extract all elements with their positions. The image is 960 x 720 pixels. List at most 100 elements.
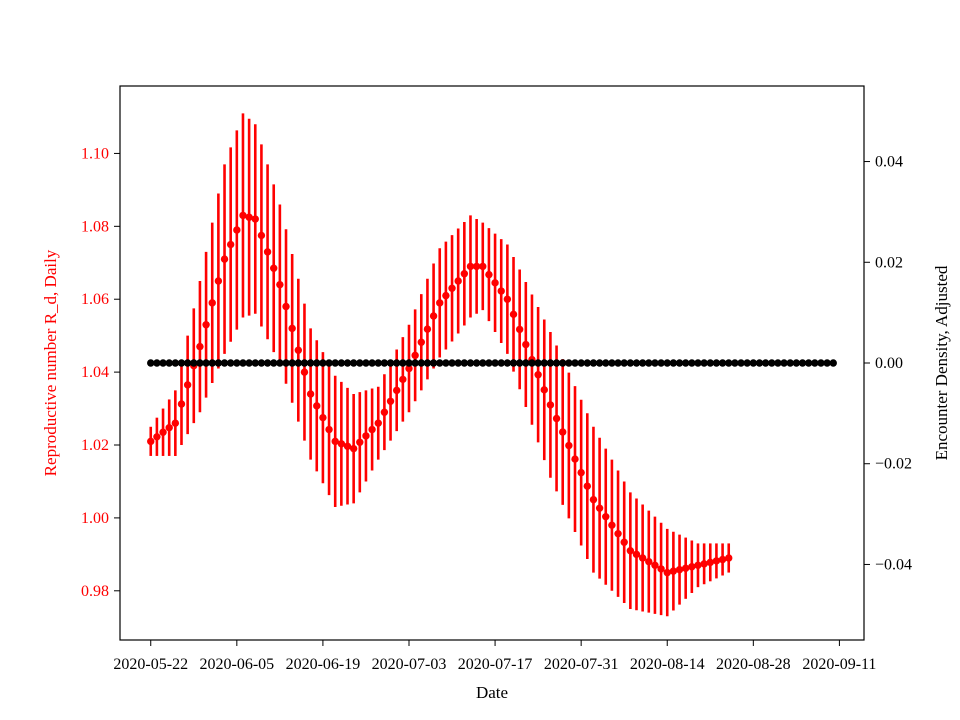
density-point [737, 359, 745, 367]
density-point [337, 359, 346, 367]
density-point [202, 359, 210, 367]
density-point [817, 359, 825, 367]
density-point [386, 359, 395, 367]
density-point [725, 359, 733, 367]
r-point [392, 386, 401, 395]
r-point [337, 440, 346, 448]
r-point [466, 262, 475, 271]
r-point [638, 554, 647, 562]
r-point [491, 279, 499, 287]
r-point [147, 437, 155, 446]
r-point [288, 324, 296, 333]
density-point [559, 359, 567, 367]
r-point [423, 325, 432, 333]
r-point [386, 397, 395, 405]
x-tick-label: 2020-06-05 [199, 656, 274, 673]
density-point [313, 359, 321, 367]
r-point [669, 567, 678, 575]
density-point [466, 359, 475, 367]
r-point [565, 441, 573, 450]
density-point [190, 359, 198, 367]
r-point [368, 425, 376, 434]
r-point [171, 419, 180, 427]
r-point [620, 538, 628, 546]
r-point [479, 262, 487, 271]
density-point [220, 359, 229, 367]
r-point [448, 284, 456, 292]
y-left-tick-label: 1.00 [81, 510, 109, 527]
density-point [429, 359, 438, 367]
y-right-tick-label: −0.04 [875, 556, 912, 573]
density-point [534, 359, 542, 367]
density-point [602, 359, 610, 367]
y-left-tick-label: 1.06 [81, 291, 109, 308]
r-point [417, 338, 425, 346]
r-point [343, 442, 352, 450]
x-tick-label: 2020-07-17 [458, 656, 533, 673]
density-point [638, 359, 647, 367]
density-point [306, 359, 315, 367]
y-left-axis-title: Reproductive number R_d, Daily [41, 249, 60, 476]
density-point [251, 359, 259, 367]
density-point [226, 359, 235, 367]
density-point [233, 359, 241, 367]
r-point [503, 295, 512, 303]
r-point [700, 560, 708, 568]
density-point [663, 359, 671, 367]
density-point [411, 359, 419, 367]
r-point [257, 231, 266, 240]
density-point [681, 359, 690, 367]
density-point [319, 359, 327, 367]
r-point [436, 299, 444, 307]
density-point [485, 359, 493, 367]
r-point [362, 432, 370, 440]
density-point [362, 359, 370, 367]
density-point [645, 359, 653, 367]
x-tick-label: 2020-07-31 [544, 656, 619, 673]
y-right-tick-label: 0.00 [875, 355, 903, 372]
density-point [392, 359, 401, 367]
r-point [380, 408, 389, 416]
r-point [602, 512, 610, 521]
density-point [583, 359, 592, 367]
r-point [626, 547, 635, 555]
y-left-tick-label: 1.08 [81, 218, 109, 235]
density-point [196, 359, 204, 367]
density-point [651, 359, 659, 367]
r-point [552, 414, 561, 423]
density-point [245, 359, 253, 367]
x-tick-label: 2020-06-19 [286, 656, 361, 673]
r-point [226, 240, 235, 249]
density-point [460, 359, 469, 367]
density-point [595, 359, 604, 367]
r-point [657, 565, 665, 573]
density-point [515, 359, 524, 367]
density-point [380, 359, 389, 367]
density-point [632, 359, 641, 367]
density-point [589, 359, 598, 367]
density-point [571, 359, 579, 367]
y-right-axis-title: Encounter Density, Adjusted [932, 265, 951, 460]
density-point [823, 359, 831, 367]
density-point [479, 359, 487, 367]
r-point [632, 550, 641, 559]
x-tick-label: 2020-05-22 [113, 656, 188, 673]
density-point [522, 359, 530, 367]
density-point [405, 359, 413, 367]
density-point [804, 359, 813, 367]
r-point [349, 444, 358, 453]
x-tick-label: 2020-07-03 [372, 656, 447, 673]
density-point [540, 359, 548, 367]
density-point [614, 359, 622, 367]
r-point [239, 211, 247, 220]
x-tick-label: 2020-08-14 [630, 656, 705, 673]
density-point [528, 359, 536, 367]
r-point [546, 401, 555, 409]
r-point [202, 321, 210, 329]
density-point [749, 359, 758, 367]
r-point [675, 565, 684, 574]
density-point [620, 359, 628, 367]
density-point [442, 359, 450, 367]
r-point [454, 277, 462, 285]
